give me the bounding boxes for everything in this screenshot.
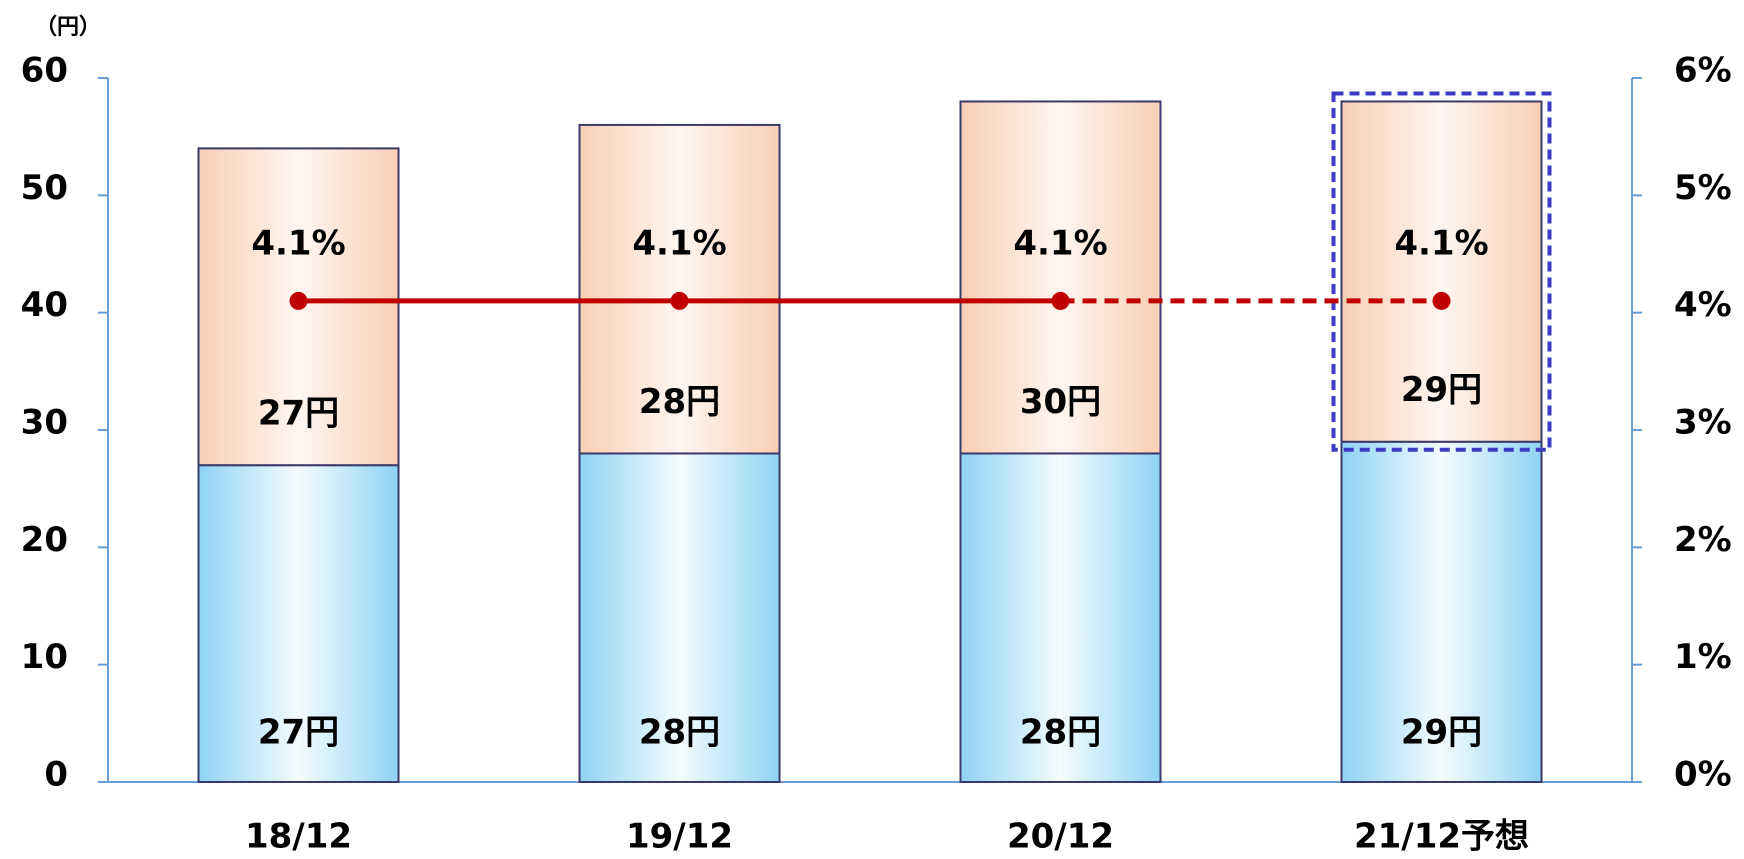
bar-segment xyxy=(959,100,1162,455)
segment-label: 27円 xyxy=(258,713,339,753)
line-point xyxy=(1051,291,1070,310)
line-label: 4.1% xyxy=(1013,223,1107,263)
y-unit: （円） xyxy=(35,15,101,40)
bar-segment xyxy=(959,452,1162,783)
line-point xyxy=(670,291,689,310)
y2-tick-label: 4% xyxy=(1674,285,1732,325)
y-tick-label: 30 xyxy=(21,403,68,443)
line-point xyxy=(1432,291,1451,310)
y2-tick-label: 6% xyxy=(1674,51,1732,91)
y-tick-label: 60 xyxy=(21,51,68,91)
y-tick-label: 20 xyxy=(21,520,68,560)
bar-segment xyxy=(578,452,781,783)
bar-segment xyxy=(197,464,400,783)
x-tick-label: 19/12 xyxy=(626,817,733,857)
line-point xyxy=(289,291,308,310)
y2-tick-label: 5% xyxy=(1674,168,1732,208)
segment-label: 28円 xyxy=(1020,713,1101,753)
segment-label: 29円 xyxy=(1401,713,1482,753)
segment-label: 28円 xyxy=(639,382,720,422)
y2-tick-label: 2% xyxy=(1674,520,1732,560)
line-label: 4.1% xyxy=(632,223,726,263)
line-label: 4.1% xyxy=(1394,223,1488,263)
x-tick-label: 18/12 xyxy=(245,817,352,857)
segment-label: 29円 xyxy=(1401,370,1482,410)
y-tick-label: 50 xyxy=(21,168,68,208)
x-tick-label: 21/12予想 xyxy=(1354,817,1529,857)
y2-tick-label: 1% xyxy=(1674,637,1732,677)
y-tick-label: 0 xyxy=(44,755,68,795)
segment-label: 30円 xyxy=(1020,382,1101,422)
x-tick-label: 20/12 xyxy=(1007,817,1114,857)
y2-tick-label: 3% xyxy=(1674,403,1732,443)
line-label: 4.1% xyxy=(251,223,345,263)
forecast-box xyxy=(1331,91,1552,452)
y-tick-label: 40 xyxy=(21,285,68,325)
y-tick-label: 10 xyxy=(21,637,68,677)
y2-tick-label: 0% xyxy=(1674,755,1732,795)
bar-segment xyxy=(1340,100,1543,443)
bar-segment xyxy=(578,123,781,455)
segment-label: 27円 xyxy=(258,394,339,434)
segment-label: 28円 xyxy=(639,713,720,753)
